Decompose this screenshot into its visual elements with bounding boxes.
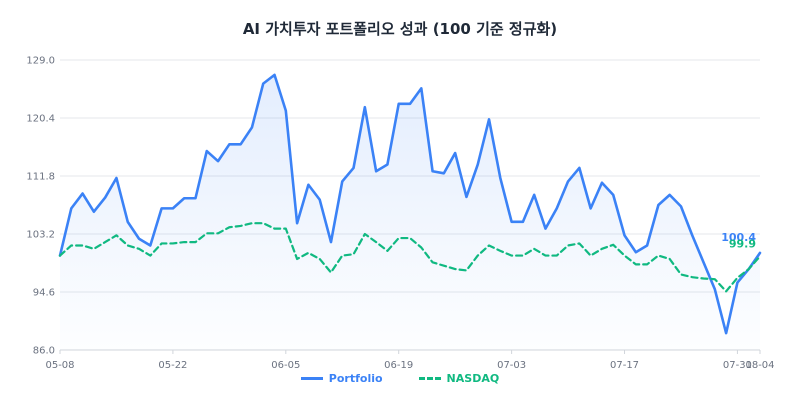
legend: Portfolio NASDAQ [0, 372, 800, 385]
y-tick-label: 94.6 [33, 288, 55, 299]
series-layer [58, 73, 762, 350]
x-tick-label: 06-05 [271, 360, 300, 371]
portfolio-area [60, 74, 760, 350]
series-line-portfolio [58, 73, 762, 335]
legend-label-portfolio: Portfolio [328, 372, 383, 385]
x-tick-label: 07-17 [610, 360, 639, 371]
y-tick-label: 103.2 [26, 230, 55, 241]
x-tick-label: 08-04 [745, 360, 774, 371]
x-tick-label: 05-22 [158, 360, 187, 371]
x-tick-label: 07-31 [723, 360, 752, 371]
end-label-nasdaq: 99.9 [729, 237, 756, 250]
legend-item-nasdaq[interactable]: NASDAQ [418, 372, 500, 385]
legend-swatch-nasdaq [418, 377, 441, 380]
end-label-portfolio: 100.4 [721, 231, 756, 244]
y-tick-label: 111.8 [26, 172, 55, 183]
y-tick-label: 129.0 [26, 56, 55, 67]
x-tick-label: 06-19 [384, 360, 413, 371]
legend-label-nasdaq: NASDAQ [446, 372, 500, 385]
x-tick-label: 05-08 [45, 360, 74, 371]
legend-item-portfolio[interactable]: Portfolio [300, 372, 383, 385]
y-tick-label: 86.0 [33, 346, 55, 357]
legend-swatch-portfolio [300, 377, 323, 380]
y-tick-label: 120.4 [26, 114, 55, 125]
x-tick-label: 07-03 [497, 360, 526, 371]
series-line-nasdaq [58, 222, 762, 293]
end-label-layer: 100.499.9 [721, 231, 756, 250]
chart-title: AI 가치투자 포트폴리오 성과 (100 기준 정규화) [242, 20, 558, 38]
